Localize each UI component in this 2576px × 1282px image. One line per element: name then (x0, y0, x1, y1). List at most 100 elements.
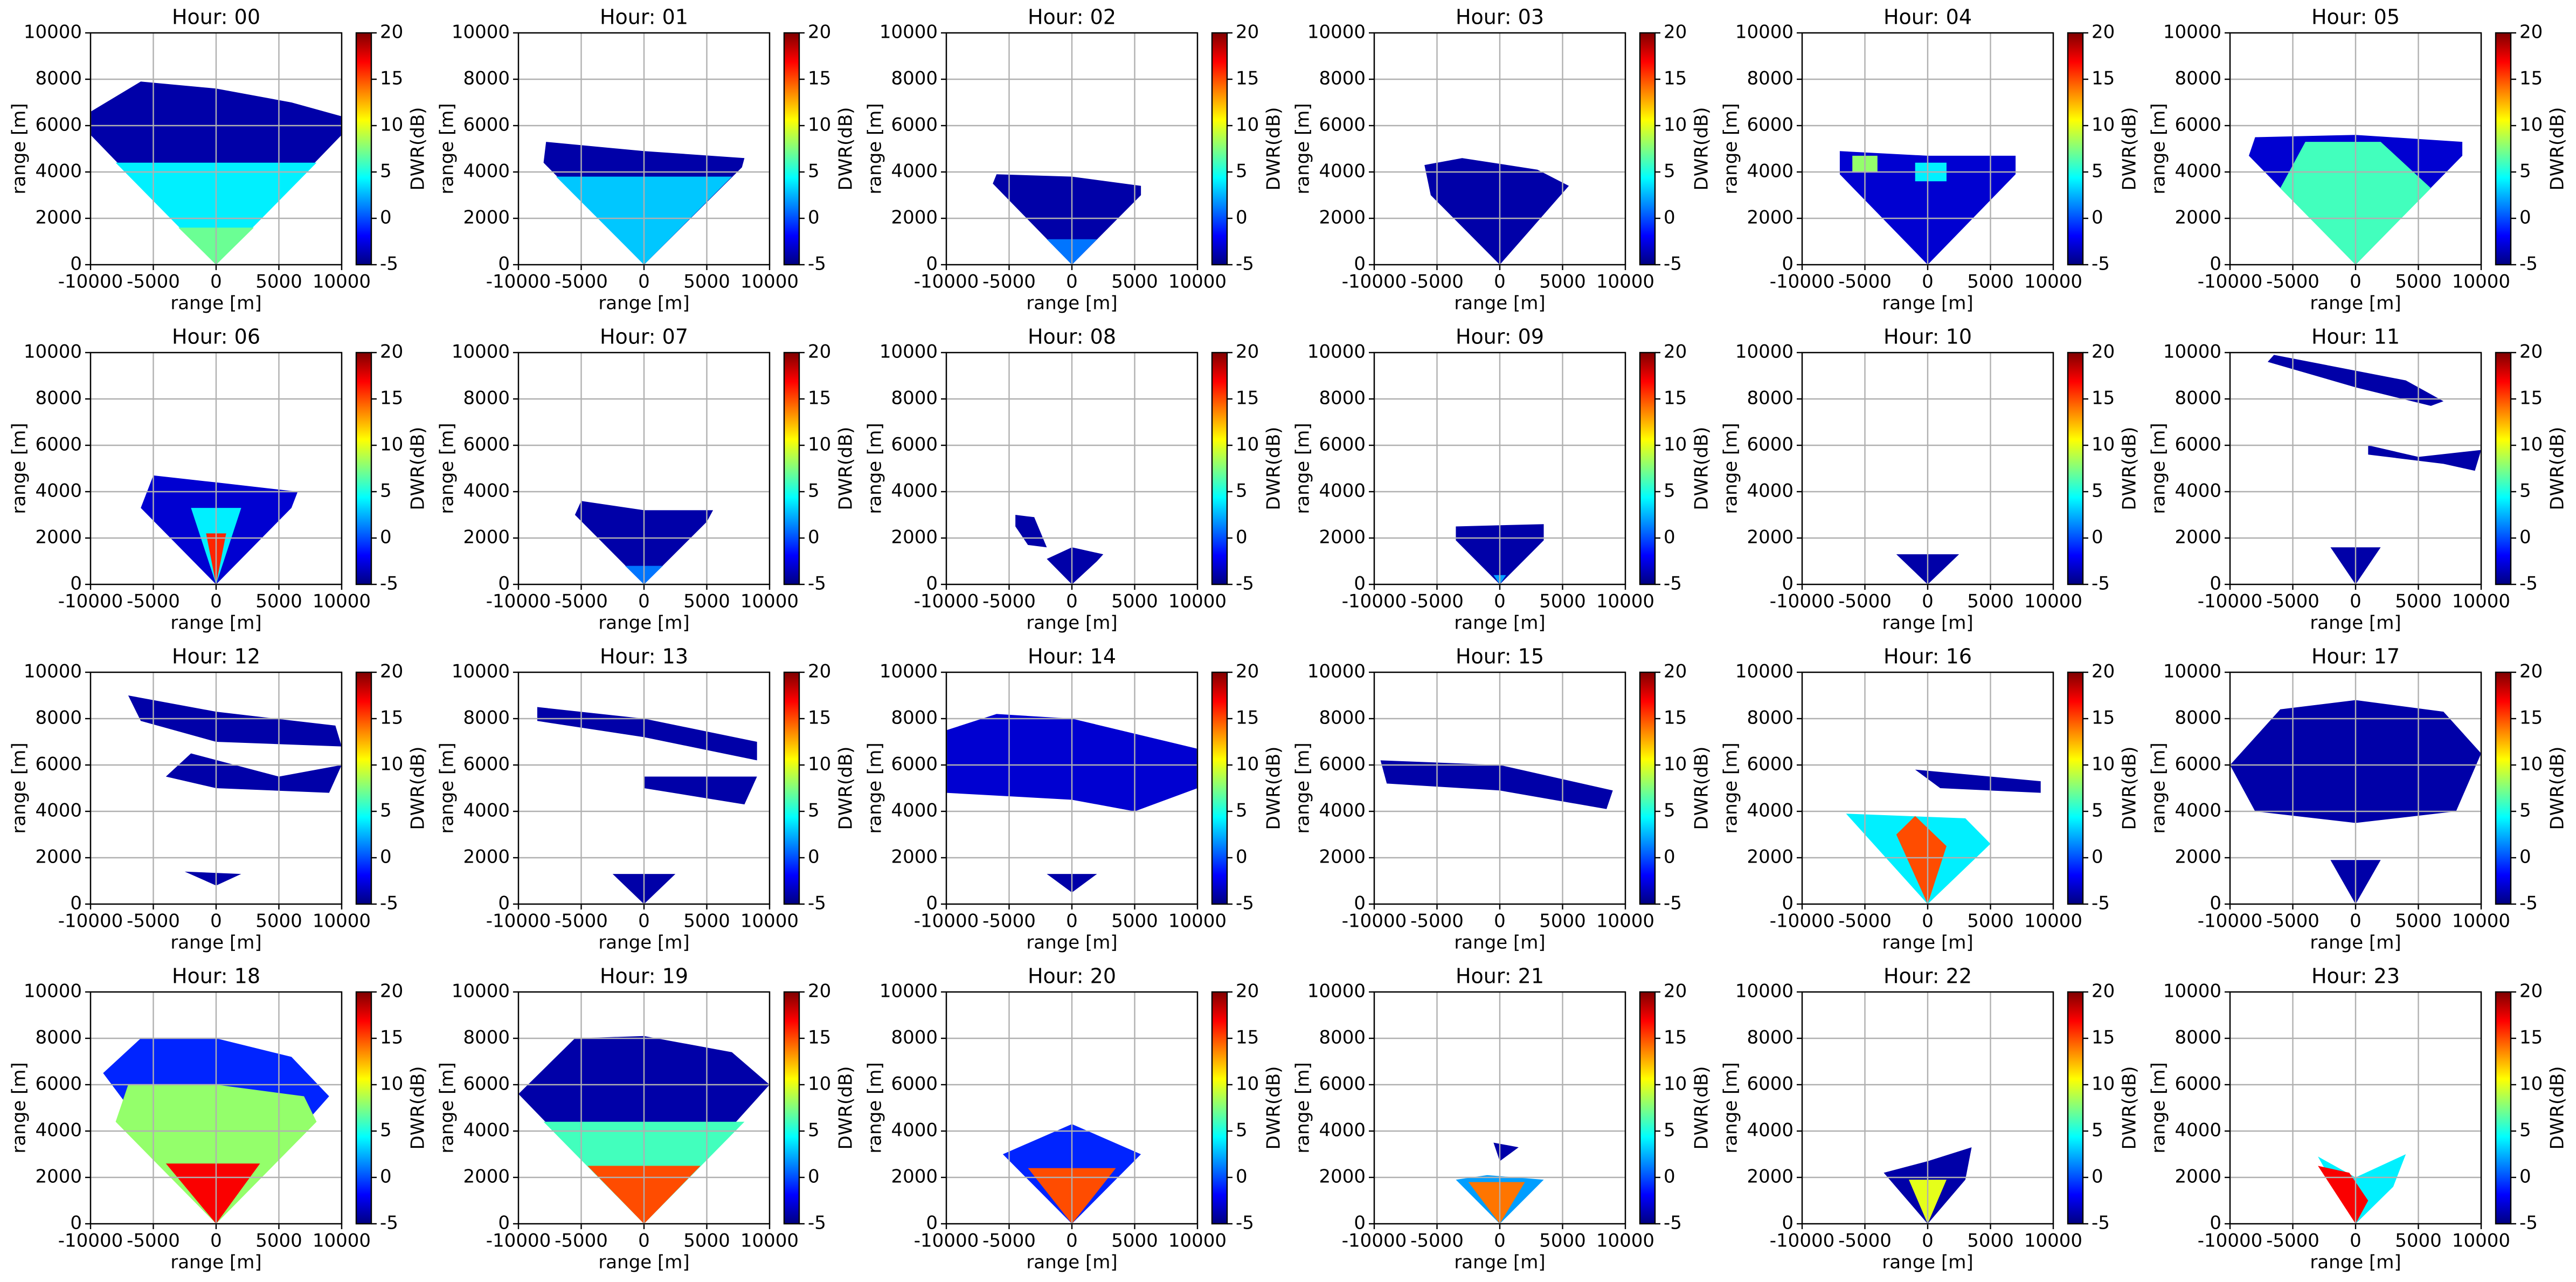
colorbar-label: DWR(dB) (407, 1066, 429, 1150)
x-tick-label: 0 (1494, 911, 1506, 932)
x-tick-label: -10000 (1770, 911, 1834, 932)
x-tick-label: 0 (1494, 271, 1506, 293)
colorbar-tick-label: -5 (1664, 893, 1682, 914)
colorbar-tick-label: -5 (2519, 1212, 2538, 1234)
y-tick-label: 6000 (35, 114, 82, 136)
y-tick-label: 10000 (1307, 981, 1366, 1002)
y-tick-label: 2000 (891, 846, 938, 868)
y-tick-label: 10000 (452, 22, 510, 43)
y-axis-label: range [m] (864, 742, 886, 833)
x-tick-label: -10000 (914, 591, 979, 612)
colorbar-label: DWR(dB) (1691, 747, 1713, 830)
x-tick-label: 0 (638, 1230, 650, 1252)
colorbar-label: DWR(dB) (407, 107, 429, 191)
x-tick-label: -5000 (555, 1230, 608, 1252)
x-tick-label: -5000 (127, 911, 180, 932)
colorbar-tick-label: 20 (380, 981, 403, 1002)
colorbar (2067, 351, 2084, 585)
y-tick-label: 8000 (891, 1027, 938, 1049)
y-tick-label: 10000 (24, 981, 82, 1002)
y-tick-label: 10000 (452, 341, 510, 363)
colorbar-tick-label: 20 (808, 22, 831, 43)
y-tick-label: 2000 (35, 207, 82, 229)
y-axis-label: range [m] (2148, 103, 2170, 194)
panel: -10000 -5000 0 5000 10000 0 2000 4000 6000 8000 10… (864, 325, 1285, 634)
panel: -10000 -5000 0 5000 10000 0 2000 4000 6000 8000 10… (437, 5, 857, 314)
y-tick-label: 4000 (35, 161, 82, 182)
y-tick-label: 8000 (2175, 1027, 2221, 1049)
colorbar (2067, 671, 2084, 905)
y-tick-label: 6000 (1747, 434, 1793, 456)
y-tick-label: 8000 (1319, 68, 1366, 89)
panel-title: Hour: 23 (2311, 964, 2400, 988)
y-tick-label: 6000 (2175, 434, 2221, 456)
y-axis-label: range [m] (1720, 1062, 1742, 1153)
y-axis-label: range [m] (1292, 742, 1314, 833)
colorbar-tick-label: -5 (1236, 893, 1254, 914)
y-tick-label: 6000 (1747, 754, 1793, 775)
colorbar-label: DWR(dB) (2547, 747, 2568, 830)
panel: -10000 -5000 0 5000 10000 0 2000 4000 6000 8000 10… (1292, 325, 1713, 634)
x-tick-label: -10000 (2198, 591, 2262, 612)
x-tick-label: 5000 (255, 591, 302, 612)
y-tick-label: 6000 (463, 1073, 510, 1095)
colorbar-tick-label: 15 (380, 1027, 403, 1049)
y-tick-label: 8000 (891, 68, 938, 89)
y-tick-label: 2000 (2175, 207, 2221, 229)
x-tick-label: 0 (1494, 591, 1506, 612)
colorbar-label: DWR(dB) (2547, 107, 2568, 191)
echo-layer (1846, 769, 2041, 904)
colorbar-tick-label: 0 (2519, 207, 2531, 229)
y-tick-label: 6000 (891, 434, 938, 456)
x-axis-label: range [m] (1026, 932, 1117, 954)
x-tick-label: 10000 (1596, 911, 1654, 932)
x-axis-label: range [m] (1882, 932, 1973, 954)
x-tick-label: 10000 (2024, 591, 2082, 612)
colorbar-tick-label: 0 (1236, 527, 1248, 548)
x-tick-label: -5000 (2266, 1230, 2319, 1252)
x-tick-label: 10000 (313, 591, 371, 612)
colorbar (2495, 991, 2512, 1225)
axes-frame (2229, 671, 2482, 905)
y-tick-label: 4000 (2175, 800, 2221, 822)
colorbar-tick-label: 10 (1664, 114, 1687, 136)
colorbar-tick-label: 5 (808, 161, 820, 182)
y-tick-label: 0 (1354, 1212, 1366, 1234)
x-tick-label: 10000 (2452, 1230, 2510, 1252)
colorbar-tick-label: 20 (2519, 661, 2543, 683)
echo-region (1915, 769, 2041, 793)
colorbar-tick-label: 10 (2092, 114, 2115, 136)
x-tick-label: -5000 (2266, 911, 2319, 932)
panel: -10000 -5000 0 5000 10000 0 2000 4000 6000 8000 10… (2148, 964, 2568, 1273)
y-tick-label: 6000 (463, 114, 510, 136)
x-tick-label: -10000 (58, 271, 123, 293)
y-tick-label: 6000 (1319, 114, 1366, 136)
y-tick-label: 2000 (1319, 846, 1366, 868)
x-tick-label: 0 (1922, 911, 1934, 932)
axes-frame (945, 671, 1199, 905)
x-tick-label: 10000 (313, 1230, 371, 1252)
x-tick-label: -5000 (982, 911, 1036, 932)
y-tick-label: 2000 (1747, 207, 1793, 229)
y-tick-label: 2000 (463, 1166, 510, 1188)
y-axis-label: range [m] (1720, 103, 1742, 194)
colorbar-tick-label: 0 (1236, 207, 1248, 229)
colorbar (2067, 32, 2084, 266)
y-axis-label: range [m] (2148, 423, 2170, 514)
x-tick-label: 5000 (1111, 591, 1158, 612)
colorbar-tick-label: 15 (808, 68, 831, 89)
colorbar-tick-label: 0 (2519, 527, 2531, 548)
colorbar-tick-label: -5 (2519, 253, 2538, 275)
colorbar-tick-label: 15 (2519, 707, 2543, 729)
colorbar-tick-label: 5 (808, 480, 820, 502)
colorbar-tick-label: 20 (2092, 661, 2115, 683)
x-axis-label: range [m] (1454, 932, 1545, 954)
x-tick-label: 0 (1066, 591, 1078, 612)
x-tick-label: -5000 (2266, 591, 2319, 612)
panel-title: Hour: 18 (172, 964, 260, 988)
x-tick-label: 0 (1922, 271, 1934, 293)
y-tick-label: 8000 (2175, 68, 2221, 89)
y-tick-label: 8000 (1319, 707, 1366, 729)
colorbar-tick-label: 10 (1664, 754, 1687, 775)
colorbar-tick-label: 0 (2092, 527, 2103, 548)
